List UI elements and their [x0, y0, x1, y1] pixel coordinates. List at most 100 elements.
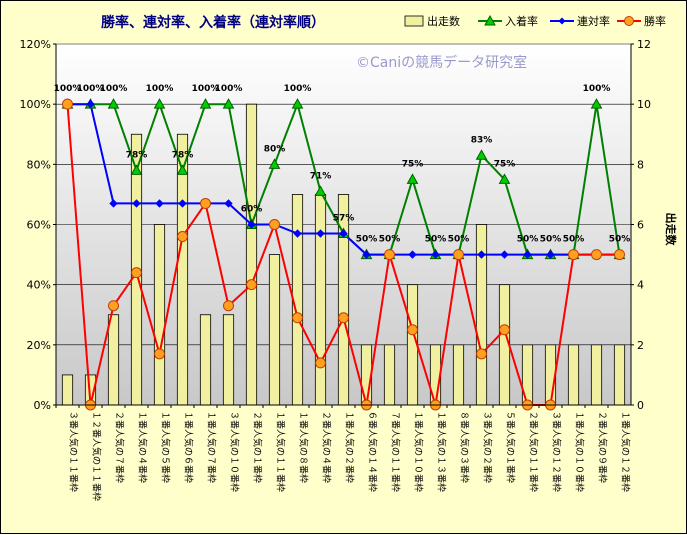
- circle-marker: [292, 312, 303, 324]
- y2-tick-label: 2: [637, 339, 644, 352]
- y-tick-label: 20%: [27, 339, 51, 352]
- diamond-marker: [408, 250, 417, 259]
- y2-tick-label: 12: [637, 38, 651, 51]
- data-label: 50%: [609, 235, 631, 245]
- circle-marker: [177, 231, 188, 243]
- bar: [314, 194, 327, 406]
- data-labels: 100%100%100%78%100%78%100%100%60%80%100%…: [54, 84, 631, 244]
- data-label: 50%: [379, 235, 401, 245]
- x-tick-label: ２番人気の７番枠: [114, 411, 126, 483]
- diamond-marker: [431, 250, 440, 259]
- watermark: ©Caniの競馬データ研究室: [356, 54, 527, 71]
- circle-marker: [269, 219, 280, 230]
- circle-marker: [499, 324, 510, 336]
- data-label: 100%: [77, 84, 105, 94]
- triangle-marker: [498, 173, 511, 184]
- x-tick-label: ３番人気の２番枠: [482, 411, 494, 483]
- x-tick-label: ２番人気の１１番枠: [528, 411, 540, 492]
- circle-marker: [108, 300, 119, 312]
- x-tick-label: ２番人気の９番枠: [597, 411, 609, 483]
- bar: [383, 344, 396, 406]
- triangle-marker: [590, 98, 603, 109]
- diamond-marker: [362, 250, 371, 259]
- diamond-marker: [155, 199, 164, 208]
- triangle-marker: [107, 98, 120, 109]
- x-tick-label: １番人気の５番枠: [160, 411, 172, 483]
- circle-marker: [131, 267, 142, 279]
- x-tick-label: １番人気の１１番枠: [275, 411, 287, 492]
- diamond-marker: [178, 199, 187, 208]
- y-tick-label: 120%: [20, 38, 51, 51]
- y-tick-label: 100%: [20, 98, 51, 111]
- bar-series: [61, 103, 626, 406]
- y-tick-label: 0%: [34, 399, 51, 412]
- data-label: 83%: [471, 135, 493, 145]
- x-tick-label: １番人気の４番枠: [137, 411, 149, 483]
- y2-tick-label: 0: [637, 399, 644, 412]
- x-tick-label: １番人気の１３番枠: [436, 411, 448, 492]
- diamond-marker: [546, 250, 555, 259]
- data-label: 78%: [172, 150, 194, 160]
- y-tick-label: 80%: [27, 158, 51, 171]
- bar: [199, 314, 212, 406]
- triangle-marker: [153, 98, 166, 109]
- data-label: 100%: [146, 84, 174, 94]
- data-label: 78%: [126, 150, 148, 160]
- data-label: 100%: [284, 84, 312, 94]
- x-tick-label: １番人気の２番枠: [344, 411, 356, 483]
- diamond-marker: [86, 99, 95, 109]
- diamond-marker: [500, 250, 509, 259]
- diamond-marker: [477, 250, 486, 259]
- diamond-marker: [224, 199, 233, 208]
- circle-marker: [476, 348, 487, 360]
- legend: 出走数 入着率 連対率 勝率: [404, 14, 666, 28]
- data-label: 50%: [356, 235, 378, 245]
- legend-marker: [484, 14, 496, 26]
- circle-marker: [62, 98, 73, 110]
- legend-label: 連対率: [577, 14, 610, 28]
- data-label: 80%: [264, 144, 286, 154]
- circle-marker: [200, 197, 211, 209]
- triangle-marker: [406, 173, 419, 184]
- triangle-marker: [222, 98, 235, 109]
- x-tick-label: ２番人気の４番枠: [321, 411, 333, 483]
- x-tick-label: １番人気の１０番枠: [413, 411, 425, 492]
- diamond-marker: [109, 199, 118, 208]
- legend-swatch: [404, 15, 424, 27]
- x-tick-label: ３番人気の１０番枠: [229, 411, 241, 492]
- bar: [452, 344, 465, 406]
- x-tick-label: １番人気の７番枠: [206, 411, 218, 483]
- data-label: 100%: [192, 84, 220, 94]
- triangle-marker: [176, 164, 189, 175]
- line-markers: [61, 98, 626, 411]
- y2-axis-label: 出走数: [664, 213, 678, 247]
- diamond-marker: [316, 229, 325, 238]
- triangle-marker: [314, 185, 327, 196]
- y2-tick-label: 8: [637, 158, 644, 171]
- legend-marker: [558, 17, 566, 25]
- x-tick-label: ３番人気の１１番枠: [68, 411, 80, 492]
- x-tick-label: １番人気の６番枠: [183, 411, 195, 483]
- triangle-marker: [291, 98, 304, 109]
- circle-marker: [614, 249, 625, 261]
- y2-tick-label: 4: [637, 279, 644, 292]
- x-tick-label: ５番人気の１番枠: [505, 411, 517, 483]
- bar: [613, 344, 626, 406]
- data-label: 57%: [333, 214, 355, 224]
- circle-marker: [246, 279, 257, 291]
- circle-marker: [223, 300, 234, 312]
- data-label: 75%: [494, 159, 516, 169]
- chart-title: 勝率、連対率、入着率（連対率順）: [101, 14, 325, 31]
- data-label: 100%: [100, 84, 128, 94]
- bar: [176, 133, 189, 406]
- diamond-marker: [132, 199, 141, 208]
- bar: [567, 344, 580, 406]
- triangle-marker: [199, 98, 212, 109]
- circle-marker: [407, 324, 418, 336]
- diamond-marker: [523, 250, 532, 259]
- x-tick-label: １番人気の８番枠: [298, 411, 310, 483]
- circle-marker: [453, 249, 464, 261]
- legend-label: 勝率: [644, 14, 666, 28]
